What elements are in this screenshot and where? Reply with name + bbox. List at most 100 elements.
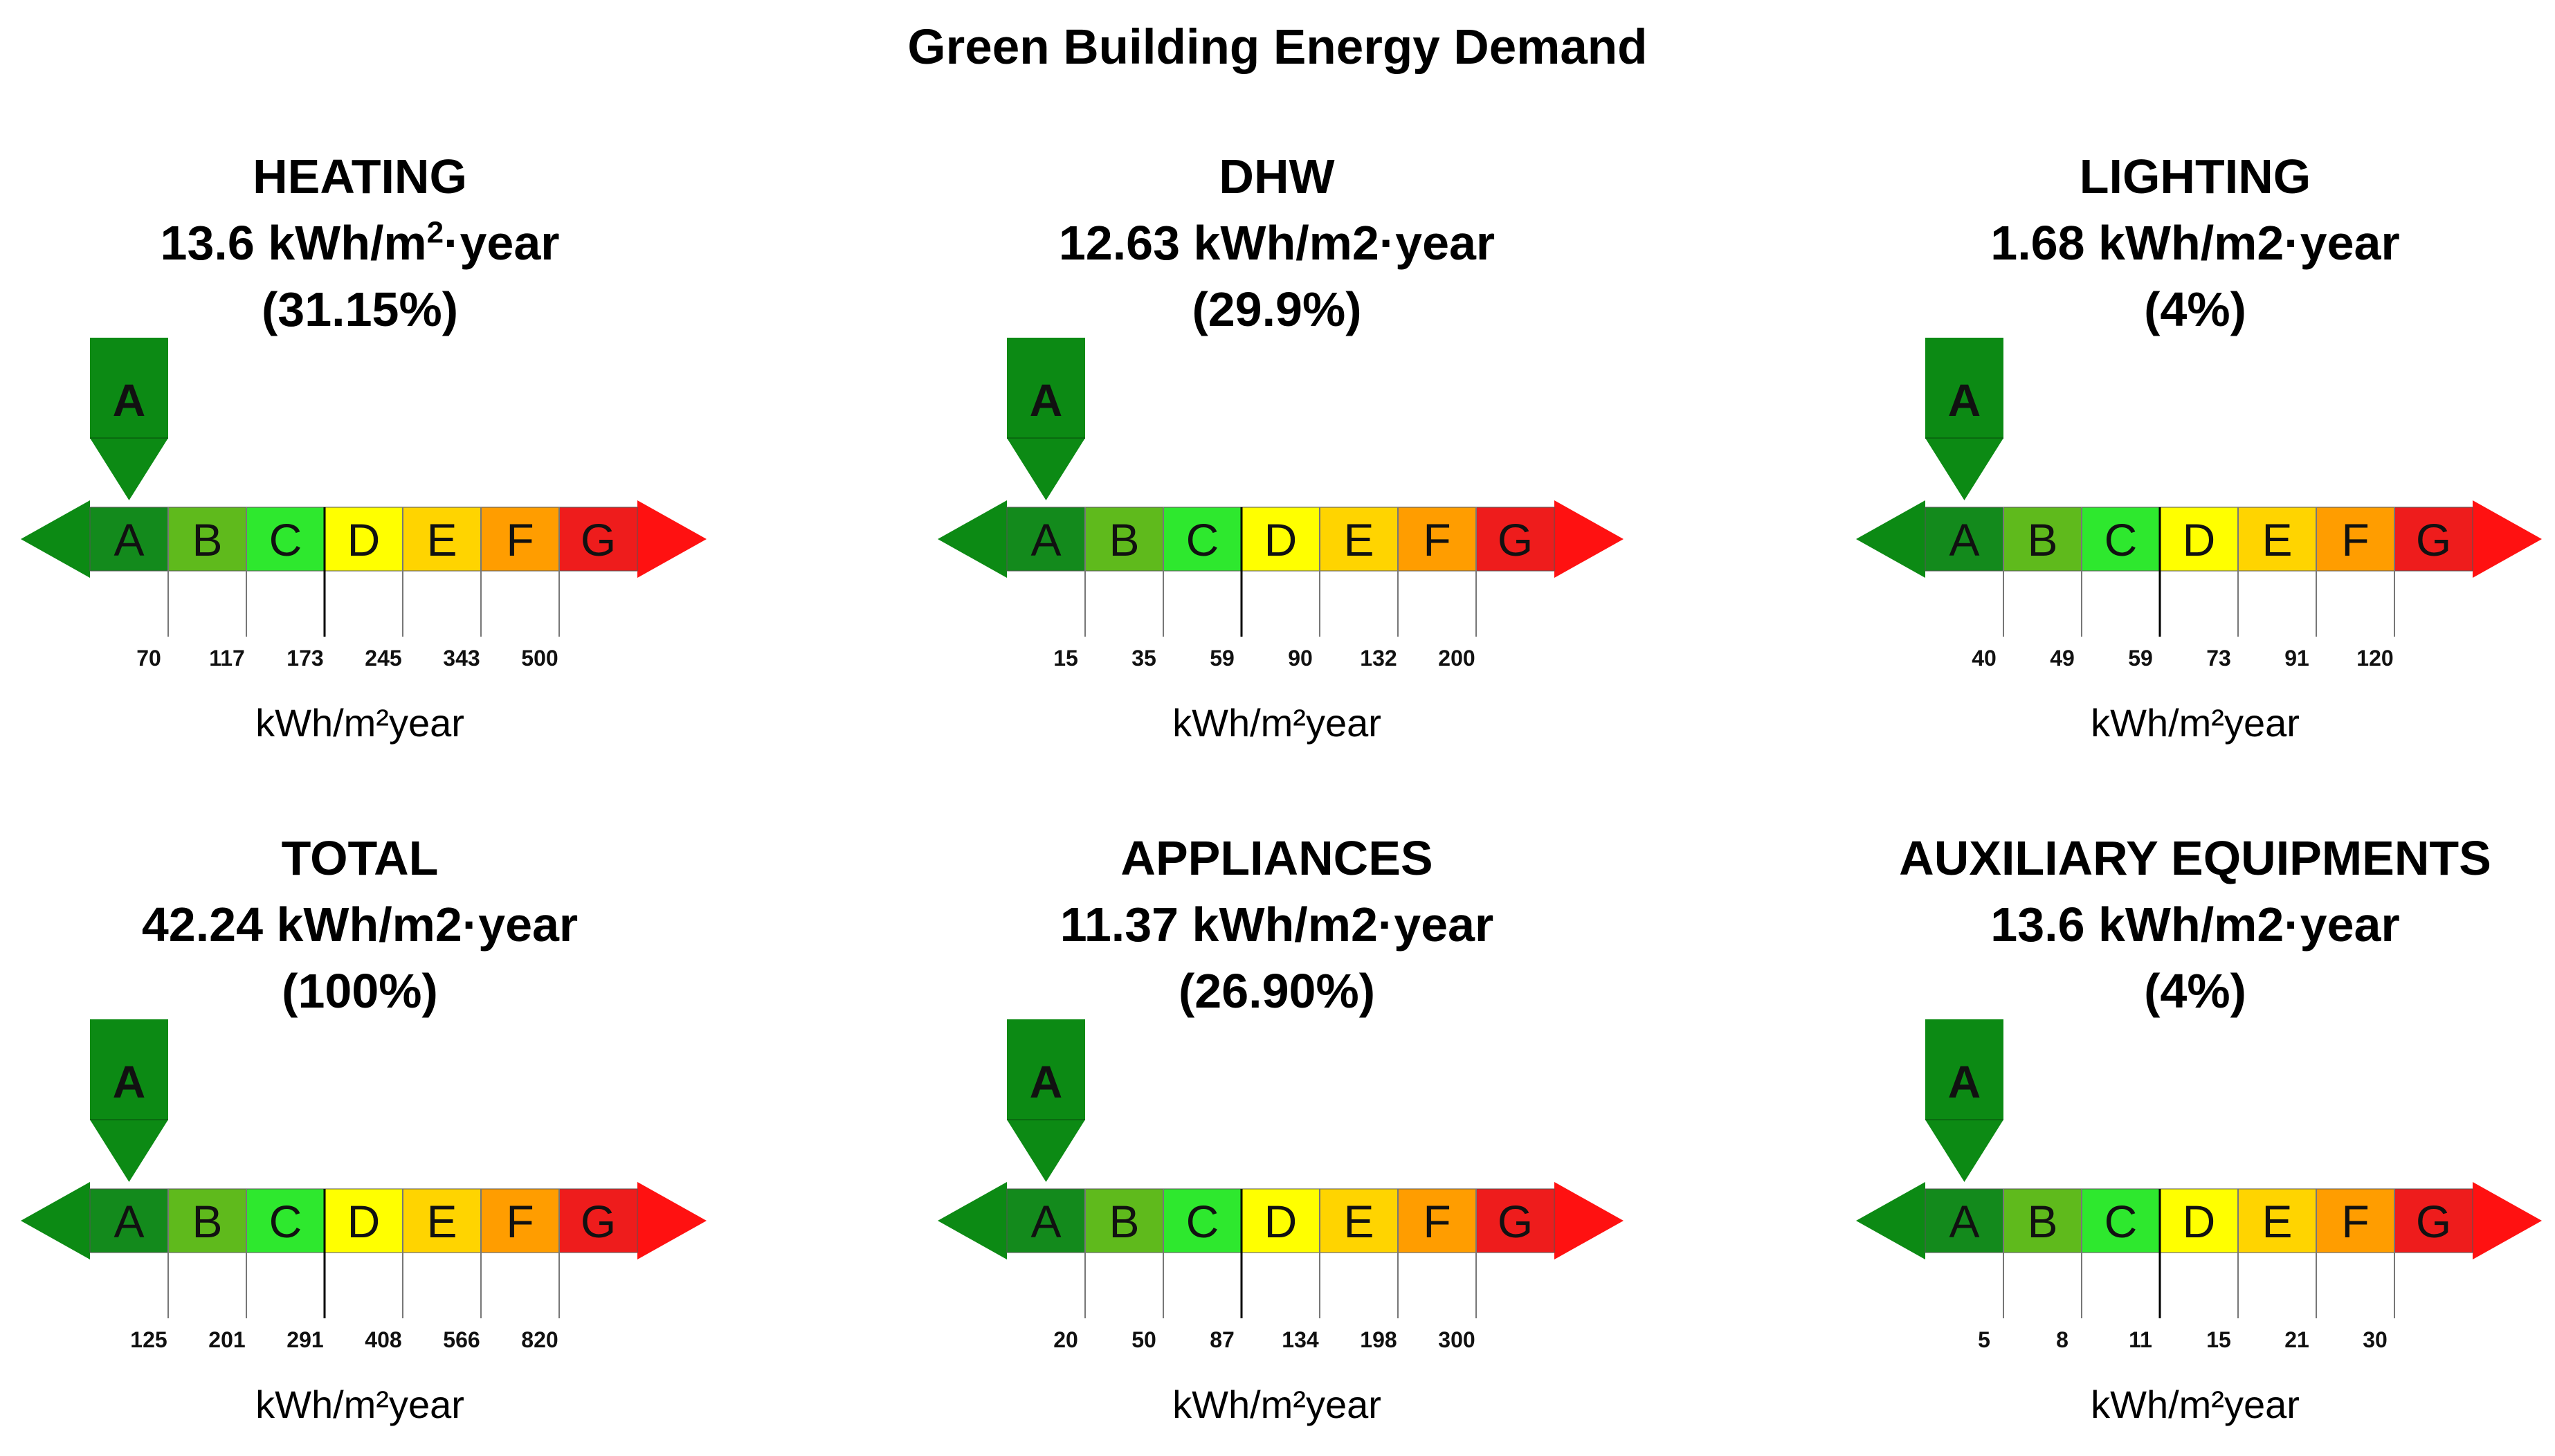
value-superscript: 2 [426, 215, 444, 250]
rating-pointer [1925, 1019, 2003, 1182]
energy-scale: A B C D E F G5 8 11 15 21 30A [1856, 1019, 2542, 1352]
segment-e [1319, 1188, 1399, 1253]
segment-label-a: A [113, 1196, 144, 1247]
segment-label-e: E [2262, 514, 2292, 565]
threshold-label: 120 [2356, 646, 2393, 671]
panel-title: APPLIANCES [1120, 831, 1433, 885]
segment-label-d: D [1264, 1196, 1298, 1247]
unit-label: kWh/m²year [255, 1383, 464, 1426]
segment-label-d: D [1264, 514, 1298, 565]
scale-right-arrow [637, 1182, 707, 1259]
segment-c [1163, 507, 1242, 572]
threshold-label: 87 [1210, 1327, 1235, 1352]
segment-label-g: G [581, 1196, 616, 1247]
threshold-label: 173 [287, 646, 323, 671]
segment-label-a: A [1949, 514, 1979, 565]
panel-value: 11.37 kWh/m2·year [917, 893, 1637, 956]
threshold-label: 134 [1282, 1327, 1319, 1352]
segment-label-b: B [2027, 514, 2057, 565]
segment-f [1397, 507, 1477, 572]
segment-label-c: C [269, 1196, 302, 1247]
panel-percent: (31.15%) [261, 282, 459, 336]
value-main: 42.24 kWh/m2·year [141, 898, 579, 952]
threshold-label: 21 [2284, 1327, 2309, 1352]
threshold-label: 500 [521, 646, 558, 671]
scale-right-arrow [2473, 500, 2542, 578]
threshold-label: 50 [1131, 1327, 1156, 1352]
panel-percent: (26.90%) [1178, 964, 1376, 1018]
value-main: 1.68 kWh/m2·year [1990, 216, 2400, 270]
segment-label-c: C [2104, 514, 2138, 565]
threshold-label: 59 [1210, 646, 1235, 671]
unit-label: kWh/m²year [1172, 1383, 1381, 1426]
rating-pointer [1007, 338, 1085, 500]
unit-label: kWh/m²year [2091, 701, 2300, 745]
threshold-label: 117 [209, 646, 245, 671]
segment-label-g: G [2416, 1196, 2451, 1247]
panel-percent: (4%) [2144, 282, 2246, 336]
value-main: 11.37 kWh/m2·year [1060, 898, 1494, 952]
scale-right-arrow [1554, 500, 1624, 578]
segment-label-e: E [426, 514, 457, 565]
threshold-label: 30 [2363, 1327, 2388, 1352]
segment-b [167, 1188, 247, 1253]
threshold-label: 198 [1360, 1327, 1397, 1352]
threshold-label: 15 [1053, 646, 1078, 671]
segment-f [480, 1188, 560, 1253]
segment-label-g: G [1498, 514, 1533, 565]
segment-b [1084, 507, 1164, 572]
segment-a [1006, 1188, 1086, 1253]
threshold-label: 59 [2128, 646, 2153, 671]
segment-label-d: D [2183, 1196, 2216, 1247]
segment-label-f: F [2341, 514, 2369, 565]
threshold-label: 90 [1288, 646, 1313, 671]
panel-value: 1.68 kWh/m2·year [1835, 212, 2555, 274]
segment-label-c: C [2104, 1196, 2138, 1247]
segment-b [1084, 1188, 1164, 1253]
panel-title: AUXILIARY EQUIPMENTS [1899, 831, 2491, 885]
segment-label-d: D [347, 1196, 381, 1247]
segment-e [2237, 507, 2317, 572]
panel-lighting: LIGHTING 1.68 kWh/m2·year (4%) A B C D E F G 40 49 5… [1835, 0, 2542, 745]
segment-b [2003, 1188, 2082, 1253]
segment-label-e: E [1343, 514, 1374, 565]
segment-label-a: A [1030, 1196, 1061, 1247]
threshold-label: 201 [208, 1327, 245, 1352]
segment-g [1475, 507, 1555, 572]
panel-percent: (100%) [282, 964, 438, 1018]
scale-left-arrow [1856, 1182, 1925, 1259]
segment-e [2237, 1188, 2317, 1253]
segment-label-f: F [2341, 1196, 2369, 1247]
rating-pointer-label: A [113, 374, 146, 426]
value-tail: ·year [444, 216, 560, 270]
segment-g [558, 1188, 638, 1253]
panel-value: 12.63 kWh/m2·year [917, 212, 1637, 274]
panel-heating: HEATING 13.6 kWh/m2·year (31.15%) A B C D E F G 70… [0, 0, 707, 745]
segment-label-c: C [269, 514, 302, 565]
segment-label-g: G [2416, 514, 2451, 565]
segment-label-b: B [192, 514, 222, 565]
segment-label-a: A [1949, 1196, 1979, 1247]
rating-pointer [90, 338, 168, 500]
threshold-label: 49 [2050, 646, 2075, 671]
threshold-label: 91 [2284, 646, 2309, 671]
segment-g [2394, 1188, 2473, 1253]
rating-pointer [1007, 1019, 1085, 1182]
threshold-label: 8 [2056, 1327, 2068, 1352]
unit-label: kWh/m²year [1172, 701, 1381, 745]
value-main: 12.63 kWh/m2·year [1058, 216, 1495, 270]
panel-dhw: DHW 12.63 kWh/m2·year (29.9%) A B C D E F G 15 35 59… [917, 0, 1624, 745]
rating-pointer-label: A [1030, 374, 1063, 426]
panel-title: LIGHTING [2079, 149, 2311, 203]
panel-percent: (29.9%) [1192, 282, 1362, 336]
scale-left-arrow [938, 500, 1007, 578]
threshold-label: 300 [1438, 1327, 1475, 1352]
segment-c [2081, 1188, 2161, 1253]
segment-label-g: G [581, 514, 616, 565]
threshold-label: 5 [1978, 1327, 1990, 1352]
segment-a [1925, 1188, 2004, 1253]
segment-c [246, 1188, 325, 1253]
segment-g [2394, 507, 2473, 572]
threshold-label: 132 [1360, 646, 1397, 671]
